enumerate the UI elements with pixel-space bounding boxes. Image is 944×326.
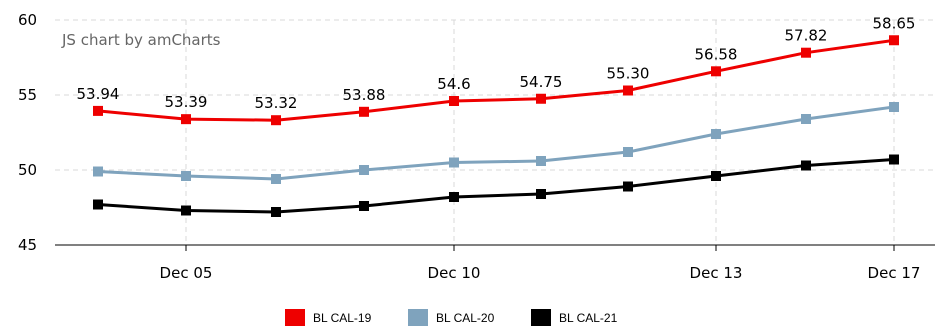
- data-point[interactable]: [359, 201, 369, 211]
- x-tick-label: Dec 13: [690, 264, 743, 282]
- data-point[interactable]: [801, 47, 811, 58]
- data-point[interactable]: [449, 157, 459, 168]
- series-bl-cal-19: [93, 35, 899, 126]
- legend-item[interactable]: BL CAL-19: [285, 309, 372, 326]
- y-tick-label: 50: [18, 161, 37, 179]
- data-point[interactable]: [536, 93, 546, 104]
- data-point[interactable]: [889, 154, 899, 165]
- data-point[interactable]: [889, 102, 899, 112]
- data-point[interactable]: [801, 160, 811, 171]
- legend-item[interactable]: BL CAL-21: [531, 309, 618, 326]
- data-point[interactable]: [889, 35, 899, 46]
- series: [93, 35, 899, 217]
- data-point[interactable]: [359, 106, 369, 117]
- y-tick-label: 55: [18, 86, 37, 104]
- legend-label: BL CAL-21: [559, 311, 618, 325]
- data-point[interactable]: [271, 207, 281, 217]
- data-label: 53.88: [343, 86, 386, 104]
- data-point[interactable]: [801, 114, 811, 124]
- data-point[interactable]: [181, 205, 191, 216]
- series-line: [97, 38, 895, 122]
- y-tick-label: 60: [18, 11, 37, 29]
- data-point[interactable]: [536, 156, 546, 166]
- y-tick-label: 45: [18, 236, 37, 254]
- axes: 45 50 55 60 Dec 05 Dec 10 Dec 13 Dec 17: [18, 11, 935, 282]
- data-label: 57.82: [785, 27, 828, 45]
- data-point[interactable]: [93, 166, 103, 177]
- x-tick-label: Dec 17: [868, 264, 921, 282]
- grid: [55, 19, 935, 245]
- data-label: 55.30: [607, 65, 650, 83]
- series-line: [97, 105, 895, 181]
- x-tick-label: Dec 10: [428, 264, 481, 282]
- data-point[interactable]: [623, 181, 633, 192]
- data-point[interactable]: [181, 114, 191, 125]
- data-point[interactable]: [93, 105, 103, 116]
- data-labels: 53.94 53.39 53.32 53.88 54.6 54.75 55.30 56.58 5…: [77, 14, 916, 112]
- legend-item[interactable]: BL CAL-20: [408, 309, 495, 326]
- legend-label: BL CAL-19: [313, 311, 372, 325]
- series-line: [97, 158, 895, 214]
- data-point[interactable]: [359, 165, 369, 175]
- data-label: 53.94: [77, 85, 120, 103]
- chart-credit[interactable]: JS chart by amCharts: [61, 31, 221, 49]
- data-label: 54.6: [437, 75, 470, 93]
- data-point[interactable]: [623, 85, 633, 96]
- data-point[interactable]: [449, 96, 459, 106]
- series-bl-cal-21: [93, 154, 899, 217]
- data-point[interactable]: [711, 66, 721, 77]
- data-point[interactable]: [711, 129, 721, 139]
- legend: BL CAL-19 BL CAL-20 BL CAL-21: [285, 309, 618, 326]
- data-label: 56.58: [695, 45, 738, 63]
- data-label: 53.39: [165, 93, 208, 111]
- data-point[interactable]: [271, 115, 281, 126]
- legend-label: BL CAL-20: [436, 311, 495, 325]
- data-point[interactable]: [623, 147, 633, 157]
- legend-swatch: [531, 309, 551, 326]
- series-bl-cal-20: [93, 102, 899, 184]
- legend-swatch: [285, 309, 305, 326]
- data-point[interactable]: [711, 171, 721, 181]
- legend-swatch: [408, 309, 428, 326]
- data-point[interactable]: [181, 171, 191, 181]
- data-label: 54.75: [520, 73, 563, 91]
- data-point[interactable]: [93, 199, 103, 210]
- data-point[interactable]: [449, 192, 459, 202]
- data-label: 58.65: [873, 14, 916, 32]
- data-point[interactable]: [271, 174, 281, 184]
- x-tick-label: Dec 05: [160, 264, 213, 282]
- data-label: 53.32: [255, 94, 298, 112]
- data-point[interactable]: [536, 189, 546, 199]
